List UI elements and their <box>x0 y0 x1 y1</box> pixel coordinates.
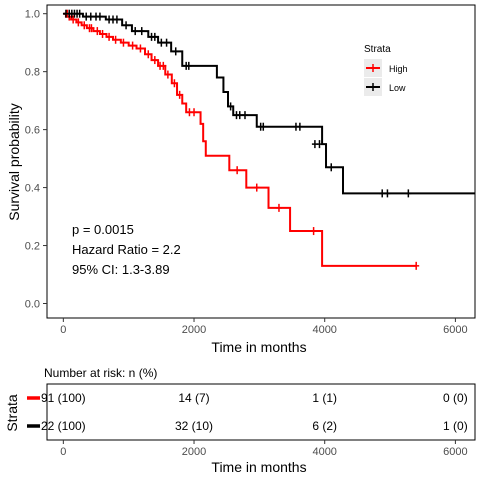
censor-mark-high <box>129 41 136 50</box>
risk-x-tick-label: 0 <box>60 446 66 458</box>
y-axis-ticks: 0.0 0.2 0.4 0.6 0.8 1.0 <box>25 9 47 311</box>
censor-mark-low <box>138 27 145 36</box>
censor-mark-low <box>328 163 335 172</box>
censor-mark-high <box>112 35 119 44</box>
risk-table: Number at risk: n (%) 91 (100) 14 (7) 1 (1… <box>4 366 476 475</box>
risk-x-tick-label: 4000 <box>312 446 336 458</box>
censor-mark-high <box>171 79 178 88</box>
x-tick-label: 0 <box>60 324 66 336</box>
y-tick-label: 0.4 <box>25 183 40 195</box>
censor-mark-high <box>106 32 113 41</box>
hazard-ratio-annotation: Hazard Ratio = 2.2 <box>72 242 181 257</box>
legend-label-low: Low <box>389 83 406 93</box>
censor-mark-high <box>164 70 171 79</box>
ci-annotation: 95% CI: 1.3-3.89 <box>72 262 170 277</box>
censor-mark-high <box>137 44 144 53</box>
censor-mark-high <box>81 21 88 30</box>
y-axis-label: Survival probability <box>6 103 22 221</box>
y-tick-label: 0.0 <box>25 299 40 311</box>
censor-mark-high <box>151 56 158 65</box>
censor-mark-low <box>405 189 412 198</box>
censor-mark-high <box>413 261 420 270</box>
risk-table-rows: 91 (100) 14 (7) 1 (1) 0 (0) 22 (100) 32 (10) 6… <box>27 391 468 433</box>
censor-mark-high <box>94 27 101 36</box>
censor-mark-low <box>132 27 139 36</box>
censor-mark-high <box>310 227 317 236</box>
censor-mark-high <box>75 18 82 27</box>
risk-table-y-label: Strata <box>4 394 20 432</box>
risk-cell-high: 91 (100) <box>41 391 86 405</box>
censor-mark-high <box>191 108 198 117</box>
risk-cell-high: 0 (0) <box>443 391 468 405</box>
p-value-annotation: p = 0.0015 <box>72 222 134 237</box>
x-tick-label: 6000 <box>443 324 467 336</box>
risk-x-tick-label: 2000 <box>182 446 206 458</box>
risk-table-border <box>46 383 476 441</box>
censor-mark-low <box>260 122 267 131</box>
censor-marks <box>62 9 420 270</box>
censor-mark-high <box>234 166 241 175</box>
legend-label-high: High <box>389 64 408 74</box>
censor-mark-high <box>88 24 95 33</box>
y-tick-label: 0.2 <box>25 241 40 253</box>
x-axis-label: Time in months <box>211 339 306 355</box>
censor-mark-low <box>76 9 83 18</box>
x-axis-ticks: 0 2000 4000 6000 <box>60 318 468 336</box>
risk-cell-low: 6 (2) <box>312 419 337 433</box>
y-tick-label: 0.6 <box>25 125 40 137</box>
censor-mark-low <box>185 61 192 70</box>
censor-mark-low <box>241 111 248 120</box>
censor-mark-high <box>253 183 260 192</box>
y-tick-label: 0.8 <box>25 67 40 79</box>
risk-x-tick-label: 6000 <box>443 446 467 458</box>
censor-mark-low <box>151 32 158 41</box>
risk-table-x-label: Time in months <box>211 459 306 475</box>
x-tick-label: 2000 <box>182 324 206 336</box>
risk-cell-high: 14 (7) <box>178 391 209 405</box>
censor-mark-high <box>70 15 77 24</box>
censor-mark-high <box>160 61 167 70</box>
risk-table-x-ticks: 0 2000 4000 6000 <box>60 440 468 458</box>
censor-mark-high <box>275 203 282 212</box>
x-tick-label: 4000 <box>312 324 336 336</box>
censor-mark-low <box>123 21 130 30</box>
survival-curve-low <box>63 12 475 195</box>
censor-mark-low <box>96 12 103 21</box>
censor-mark-low <box>384 189 391 198</box>
y-tick-label: 1.0 <box>25 9 40 21</box>
legend: Strata High Low <box>364 44 408 96</box>
censor-mark-high <box>120 38 127 47</box>
censor-mark-low <box>379 189 386 198</box>
risk-cell-high: 1 (1) <box>312 391 337 405</box>
legend-title: Strata <box>364 44 391 55</box>
risk-table-title: Number at risk: n (%) <box>44 366 157 380</box>
risk-cell-low: 32 (10) <box>175 419 213 433</box>
censor-mark-high <box>176 90 183 99</box>
censor-mark-low <box>158 38 165 47</box>
censor-mark-high <box>99 29 106 38</box>
censor-mark-low <box>296 122 303 131</box>
censor-mark-high <box>145 50 152 59</box>
censor-mark-low <box>236 111 243 120</box>
censor-mark-low <box>163 38 170 47</box>
survival-plot-panel: 0.0 0.2 0.4 0.6 0.8 1.0 0 2000 4000 6000 Time in… <box>6 4 476 355</box>
risk-cell-low: 1 (0) <box>443 419 468 433</box>
risk-cell-low: 22 (100) <box>41 419 86 433</box>
censor-mark-low <box>316 140 323 149</box>
censor-mark-low <box>87 12 94 21</box>
censor-mark-low <box>113 15 120 24</box>
censor-mark-low <box>172 47 179 56</box>
censor-mark-low <box>227 102 234 111</box>
